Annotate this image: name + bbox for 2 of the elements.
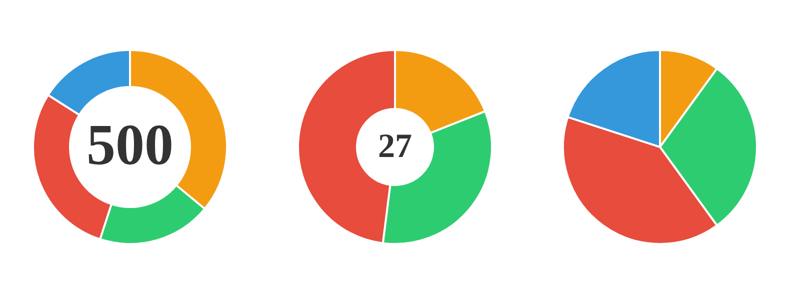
text: 27 — [378, 128, 412, 165]
text: 500 — [86, 112, 174, 177]
